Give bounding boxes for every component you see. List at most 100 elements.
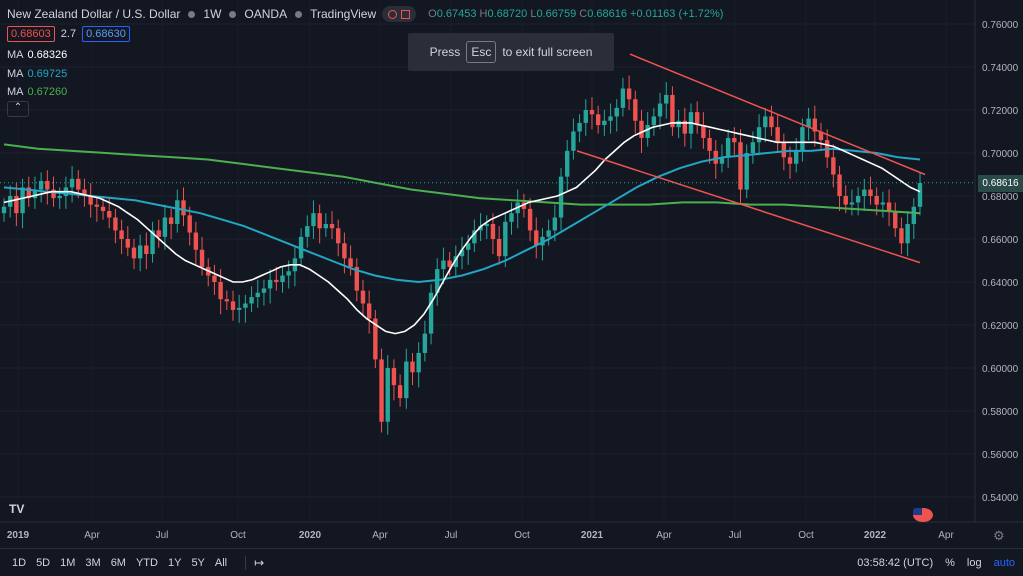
range-5y[interactable]: 5Y — [191, 556, 205, 569]
candle-body — [410, 361, 415, 373]
candle-body — [893, 211, 898, 229]
candle-body — [447, 260, 452, 267]
candle-body — [366, 303, 372, 319]
candle-body — [212, 275, 217, 282]
candle-body — [280, 275, 285, 282]
candle-body — [831, 157, 836, 175]
candle-body — [818, 131, 824, 141]
y-tick-label: 0.58000 — [982, 407, 1019, 418]
candle-body — [88, 196, 93, 205]
x-tick-label: Oct — [514, 530, 530, 541]
candle-body — [76, 178, 81, 190]
range-1y[interactable]: 1Y — [167, 556, 182, 569]
candle-body — [744, 153, 749, 190]
candle-body — [236, 307, 242, 310]
range-3m[interactable]: 3M — [85, 556, 101, 569]
log-toggle[interactable]: log — [966, 556, 982, 569]
percent-toggle[interactable]: % — [945, 556, 955, 569]
candle-body — [676, 120, 681, 128]
candle-body — [750, 142, 756, 153]
candle-body — [224, 299, 230, 302]
buy-price-button[interactable]: 0.68630 — [82, 26, 130, 42]
candle-body — [769, 116, 774, 128]
x-tick-label: Apr — [656, 530, 672, 541]
clock-readout[interactable]: 03:58:42 (UTC) — [857, 556, 934, 569]
candle-body — [837, 174, 842, 196]
candle-body — [620, 88, 626, 108]
candle-body — [397, 385, 403, 399]
y-tick-label: 0.54000 — [982, 493, 1019, 504]
scale-controls: 03:58:42 (UTC) % log auto — [857, 557, 1015, 569]
candle-body — [534, 230, 539, 246]
candle-body — [490, 223, 496, 239]
candle-body — [849, 202, 855, 205]
candle-body — [608, 116, 613, 121]
visibility-toggle[interactable] — [382, 6, 417, 22]
candle-body — [14, 196, 19, 214]
candle-body — [484, 223, 489, 227]
candle-body — [336, 228, 341, 244]
candle-body — [255, 292, 260, 298]
candle-body — [546, 230, 551, 237]
exchange-label: OANDA — [244, 7, 288, 21]
candle-body — [354, 266, 359, 291]
candle-body — [199, 249, 205, 267]
candle-body — [756, 127, 762, 143]
range-ytd[interactable]: YTD — [135, 556, 158, 569]
candle-body — [917, 183, 923, 207]
candle-body — [156, 230, 161, 237]
candle-body — [100, 206, 106, 212]
chevron-up-icon[interactable]: ⌃ — [7, 101, 29, 117]
indicator-ma-mid[interactable]: MA 0.69725 — [7, 68, 68, 80]
candle-body — [45, 180, 50, 190]
candle-body — [701, 125, 706, 138]
change-value: +0.01163 (+1.72%) — [630, 8, 724, 20]
candle-body — [391, 368, 397, 386]
indicator-ma-fast[interactable]: MA 0.68326 — [7, 49, 68, 61]
esc-key: Esc — [466, 41, 497, 63]
range-1d[interactable]: 1D — [12, 556, 27, 569]
separator-dot — [188, 10, 196, 18]
candle-body — [794, 150, 799, 164]
candle-body — [94, 204, 100, 207]
candle-body — [595, 114, 601, 126]
candle-body — [509, 213, 514, 222]
symbol-name[interactable]: New Zealand Dollar / U.S. Dollar — [7, 7, 181, 21]
price-chart[interactable]: 0.76000 0.74000 0.72000 0.70000 0.68000 0.660… — [0, 0, 1023, 548]
candle-body — [732, 137, 737, 143]
spread-value: 2.7 — [60, 28, 77, 40]
last-price-tag: 0.68616 — [978, 174, 1023, 192]
candle-body — [385, 368, 390, 422]
chart-header: New Zealand Dollar / U.S. Dollar 1W OAND… — [7, 6, 723, 22]
candle-body — [286, 271, 291, 276]
candle-body — [565, 150, 570, 177]
candle-body — [812, 118, 817, 132]
candle-body — [379, 359, 384, 422]
candle-body — [633, 99, 638, 121]
range-all[interactable]: All — [214, 556, 228, 569]
candle-body — [193, 232, 199, 250]
range-6m[interactable]: 6M — [110, 556, 126, 569]
sell-price-button[interactable]: 0.68603 — [7, 26, 55, 42]
candle-body — [329, 223, 335, 229]
calendar-range-icon[interactable]: ↦ — [254, 555, 265, 570]
indicator-ma-slow[interactable]: MA 0.67260 — [7, 86, 68, 98]
range-1m[interactable]: 1M — [60, 556, 76, 569]
candle-body — [1, 206, 7, 214]
interval-label[interactable]: 1W — [203, 7, 222, 21]
candle-body — [107, 211, 112, 218]
ma-fast-line — [3, 122, 921, 335]
candle-body — [267, 279, 273, 289]
square-icon — [401, 9, 411, 19]
eye-icon — [388, 9, 398, 19]
y-tick-label: 0.60000 — [982, 364, 1019, 375]
gear-icon[interactable]: ⚙ — [993, 528, 1005, 543]
candle-body — [82, 189, 87, 196]
candle-body — [311, 213, 316, 227]
auto-toggle[interactable]: auto — [993, 556, 1015, 569]
candle-body — [113, 217, 118, 231]
range-5d[interactable]: 5D — [36, 556, 51, 569]
separator-dot — [229, 10, 237, 18]
tradingview-logo[interactable]: TV — [9, 502, 25, 516]
x-tick-label: Apr — [84, 530, 100, 541]
